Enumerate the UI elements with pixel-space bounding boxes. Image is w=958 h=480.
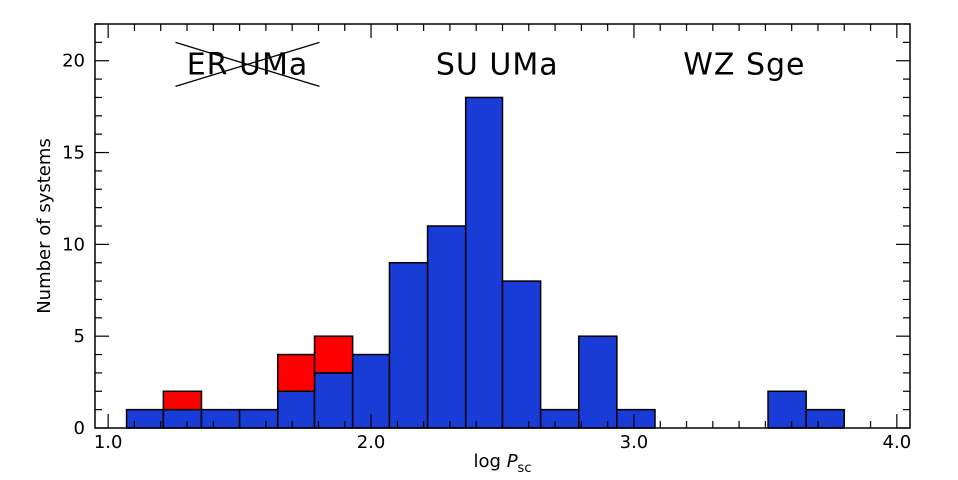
cross-out-line (175, 41, 320, 88)
bar-series1-bin-19 (805, 408, 846, 429)
x-tick-label: 4.0 (883, 432, 912, 453)
bar-series1-bin-6 (313, 372, 354, 429)
bar-series1-bin-5 (276, 390, 316, 429)
annotation-label: SU UMa (436, 47, 559, 82)
bar-series1-bin-2 (162, 408, 203, 429)
x-axis-label-prefix: log (474, 451, 507, 472)
bar-series1-bin-1 (125, 408, 165, 429)
annotation-label: WZ Sge (683, 47, 805, 82)
bar-series1-bin-3 (200, 408, 241, 429)
y-tick-label: 5 (74, 326, 85, 347)
x-axis-label-symbol: P (507, 451, 518, 472)
bars-layer (125, 96, 846, 429)
bar-series1-bin-8 (388, 261, 429, 429)
x-tick-label: 1.0 (94, 432, 123, 453)
x-axis-label: log Psc (474, 451, 532, 476)
y-tick-label: 20 (62, 51, 85, 72)
bar-series1-bin-4 (238, 408, 279, 429)
bar-series1-bin-9 (426, 225, 467, 429)
x-tick-label: 2.0 (357, 432, 386, 453)
bar-series2-bin-5 (276, 353, 316, 393)
y-tick-label: 10 (62, 234, 85, 255)
ticks-layer (95, 23, 910, 429)
bar-series2-bin-6 (313, 335, 354, 374)
y-tick-label: 15 (62, 143, 85, 164)
bar-series1-bin-10 (464, 96, 504, 429)
tick-labels-layer: 1.0 2.0 3.0 4.0 0 5 10 15 20 (62, 51, 911, 453)
x-tick-label: 3.0 (620, 432, 649, 453)
bar-series1-bin-13 (577, 335, 618, 429)
bar-series1-bin-11 (501, 280, 542, 429)
bar-series1-bin-14 (616, 408, 656, 429)
bar-series1-bin-18 (767, 390, 807, 429)
x-axis-label-subscript: sc (518, 461, 532, 476)
bar-series2-bin-2 (162, 390, 203, 411)
y-axis-label: Number of systems (34, 138, 55, 314)
bar-series1-bin-12 (539, 408, 580, 429)
y-tick-label: 0 (74, 418, 85, 439)
